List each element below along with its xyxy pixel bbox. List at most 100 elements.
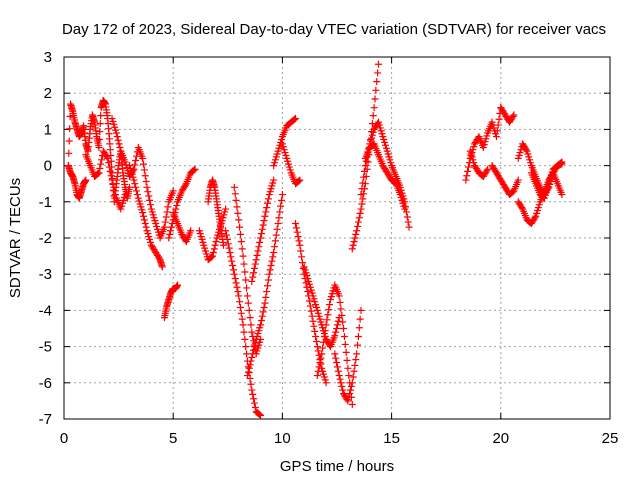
- data-point: [267, 262, 275, 270]
- data-point: [146, 196, 154, 204]
- data-point: [353, 350, 361, 358]
- data-point: [113, 133, 121, 141]
- data-point: [344, 364, 352, 372]
- data-point: [248, 386, 256, 394]
- data-point: [229, 266, 237, 274]
- data-point: [181, 181, 189, 189]
- data-point: [373, 78, 381, 86]
- data-point: [252, 256, 260, 264]
- data-point: [242, 343, 250, 351]
- data-point: [297, 247, 305, 255]
- data-point: [103, 153, 111, 161]
- data-point: [323, 316, 331, 324]
- data-point: [403, 213, 411, 221]
- data-point: [371, 95, 379, 103]
- y-tick-label: 3: [44, 49, 52, 66]
- x-axis-label: GPS time / hours: [280, 458, 394, 475]
- data-point: [266, 266, 274, 274]
- data-point: [357, 205, 365, 213]
- data-point: [162, 213, 170, 221]
- data-point: [105, 163, 113, 171]
- series-trace-13: [243, 191, 286, 380]
- data-point: [345, 393, 353, 401]
- y-tick-label: -3: [39, 266, 52, 283]
- series-trace-16: [278, 140, 304, 188]
- data-point: [250, 269, 258, 277]
- data-point: [275, 214, 283, 222]
- data-point: [133, 191, 141, 199]
- data-point: [234, 288, 242, 296]
- data-point: [321, 327, 329, 335]
- data-point: [351, 234, 359, 242]
- data-point: [244, 299, 252, 307]
- data-point: [271, 237, 279, 245]
- data-point: [295, 237, 303, 245]
- data-point: [342, 348, 350, 356]
- data-point: [130, 176, 138, 184]
- data-point: [354, 218, 362, 226]
- data-point: [332, 354, 340, 362]
- data-point: [313, 372, 321, 380]
- data-point: [250, 399, 258, 407]
- series-trace-7: [165, 165, 199, 242]
- data-point: [95, 144, 103, 151]
- x-tick-label: 5: [169, 430, 177, 447]
- data-point: [401, 205, 409, 213]
- data-point: [250, 346, 258, 354]
- data-point: [260, 304, 268, 312]
- data-point: [311, 327, 319, 335]
- data-point: [464, 163, 472, 171]
- data-point: [248, 353, 256, 361]
- data-point: [510, 111, 518, 119]
- data-point: [509, 112, 517, 120]
- data-point: [316, 359, 324, 367]
- data-point: [348, 379, 356, 387]
- series-trace-18: [300, 263, 343, 351]
- data-point: [236, 223, 244, 231]
- series-trace-17: [292, 220, 330, 387]
- data-point: [231, 275, 239, 283]
- data-point: [112, 129, 120, 137]
- data-point: [146, 201, 154, 209]
- data-point: [336, 375, 344, 383]
- data-point: [257, 234, 265, 242]
- data-point: [531, 214, 539, 222]
- data-point: [296, 176, 304, 184]
- data-point: [271, 243, 279, 251]
- data-point: [495, 115, 503, 123]
- data-point: [332, 328, 340, 336]
- data-point: [82, 176, 90, 184]
- data-point: [160, 223, 168, 231]
- data-point: [246, 314, 254, 322]
- data-point: [141, 172, 149, 180]
- data-point: [259, 308, 267, 316]
- data-point: [350, 238, 358, 246]
- data-point: [335, 292, 343, 300]
- data-point: [163, 208, 171, 216]
- data-point: [231, 190, 239, 198]
- data-point: [232, 196, 240, 204]
- y-axis-label: SDTVAR / TECUs: [7, 178, 24, 298]
- data-point: [229, 262, 237, 270]
- data-point: [462, 176, 470, 184]
- data-point: [336, 298, 344, 306]
- data-point: [228, 257, 236, 265]
- data-point: [107, 172, 115, 180]
- data-point: [322, 321, 330, 329]
- data-point: [269, 253, 277, 261]
- series-trace-3: [82, 147, 129, 213]
- data-point: [370, 104, 378, 112]
- data-point: [356, 315, 364, 323]
- data-point: [331, 350, 339, 358]
- data-point: [352, 230, 360, 238]
- data-point: [140, 216, 148, 224]
- data-point: [340, 325, 348, 332]
- data-point: [66, 125, 74, 133]
- series-trace-20: [331, 306, 365, 405]
- data-point: [357, 306, 365, 314]
- data-point: [144, 188, 152, 196]
- data-point: [331, 332, 339, 340]
- data-point: [255, 243, 263, 251]
- data-point: [359, 179, 367, 187]
